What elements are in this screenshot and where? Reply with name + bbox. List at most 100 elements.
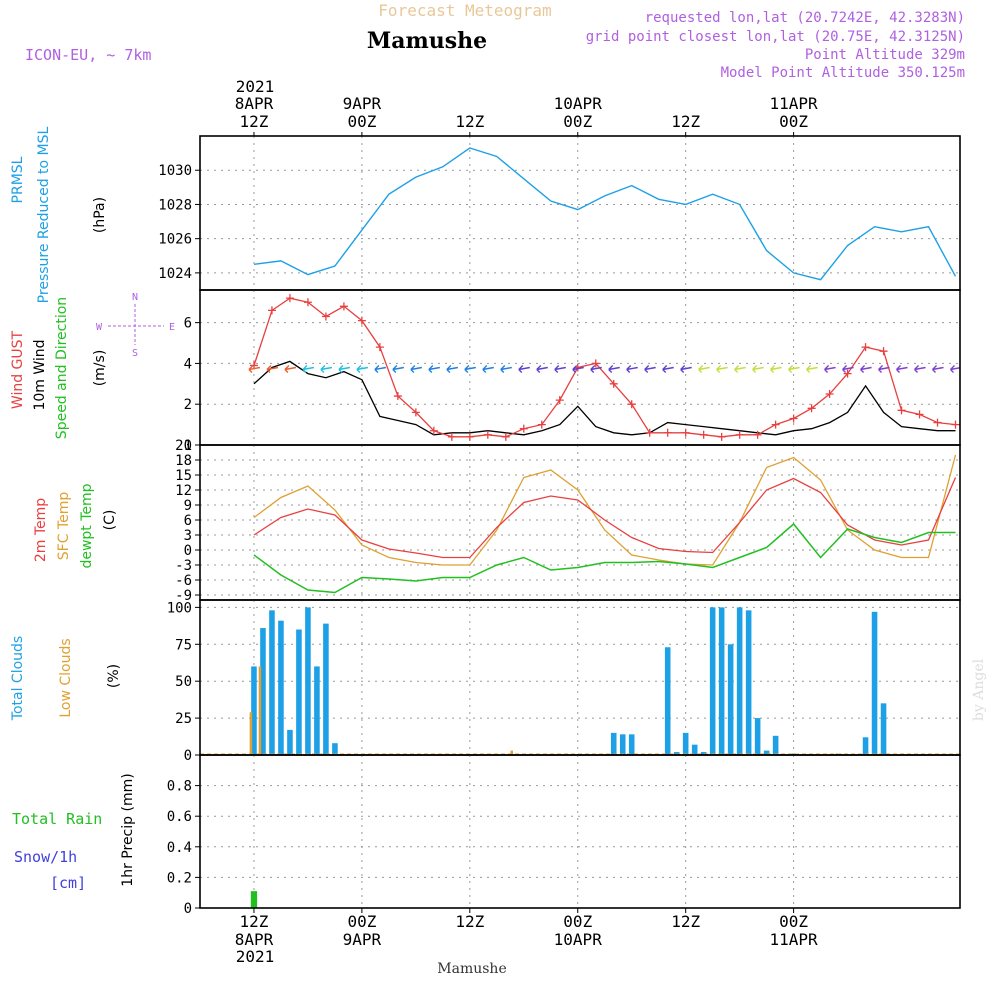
gust-marker (897, 406, 906, 415)
model-altitude: Model Point Altitude 350.125m (721, 65, 965, 81)
total-cloud-bar (772, 735, 779, 755)
wind-direction-arrow (428, 365, 440, 373)
gust-marker (771, 420, 780, 429)
total-clouds-title: Total Clouds (10, 636, 26, 721)
location-title: Mamushe (367, 28, 487, 54)
precip-axis-titles: Total Rain Snow/1h [cm] 1hr Precip (mm) (12, 773, 136, 892)
bottom-hour-label: 12Z (671, 912, 700, 931)
wind-direction-arrow (590, 365, 602, 373)
top-date-label: 9APR (343, 94, 382, 113)
total-cloud-bar (0, 618, 6, 755)
wind-ytick-label: 0 (184, 438, 192, 454)
wind-direction-arrow (698, 365, 710, 373)
pressure-ytick-label: 1028 (158, 197, 192, 213)
gust-marker (717, 432, 726, 441)
gust-marker (501, 432, 510, 441)
wind-direction-arrow (914, 365, 926, 373)
requested-coords: requested lon,lat (20.7242E, 42.3283N) (645, 10, 965, 26)
wind-direction-arrow (356, 365, 369, 373)
top-year-label: 2021 (236, 77, 275, 96)
time-axis-labels: 12Z8APR8APR12Z00Z9APR9APR00Z12Z12Z00Z10A… (235, 94, 818, 949)
bottom-hour-label: 00Z (779, 912, 808, 931)
wind-direction-arrow (392, 365, 404, 373)
bottom-date-label: 9APR (343, 930, 382, 949)
precip-unit: 1hr Precip (mm) (120, 773, 136, 886)
gust-marker (339, 302, 348, 311)
wind-direction-arrow (518, 365, 530, 373)
top-hour-label: 00Z (563, 112, 592, 131)
point-altitude: Point Altitude 329m (805, 47, 965, 63)
wind-direction-arrow (680, 365, 692, 373)
gust-marker (321, 312, 330, 321)
top-date-label: 8APR (235, 94, 274, 113)
wind-direction-arrow (410, 365, 422, 373)
snow-title: Snow/1h (14, 848, 77, 866)
total-cloud-bar (0, 734, 6, 755)
top-date-label: 11APR (770, 94, 819, 113)
temp-sfc-title: SFC Temp (56, 492, 72, 561)
footer-location: Mamushe (437, 961, 506, 977)
wind-direction-arrow (572, 365, 584, 373)
temperature-ytick-label: -6 (175, 573, 192, 589)
rain-bar (250, 891, 258, 908)
total-cloud-bar (664, 647, 671, 755)
wind-direction-arrow (338, 365, 351, 373)
precip-frame (199, 754, 961, 909)
gust-marker (267, 306, 276, 315)
clouds-ytick-label: 100 (167, 600, 192, 616)
total-cloud-bar (278, 620, 284, 755)
wind-direction-arrow (302, 365, 315, 373)
wind-direction-arrow (806, 365, 818, 373)
gust-marker (609, 379, 618, 388)
wind-direction-arrow (446, 365, 458, 373)
total-cloud-bar (862, 737, 869, 755)
wind-direction-arrow (788, 365, 800, 373)
compass-west-label: W (96, 322, 103, 333)
pressure-ytick-label: 1026 (158, 232, 192, 248)
top-hour-label: 12Z (240, 112, 269, 131)
total-cloud-bar (754, 718, 761, 755)
wind-direction-arrow (932, 365, 944, 373)
gust-marker (285, 294, 294, 303)
clouds-plot-area (0, 607, 960, 755)
gust-marker (843, 369, 852, 378)
wind-direction-arrow (626, 365, 638, 373)
total-cloud-bar (305, 607, 311, 755)
low-cloud-bar (249, 712, 253, 755)
total-cloud-bar (700, 752, 707, 755)
temperature-ytick-label: -3 (175, 558, 192, 574)
wind-direction-arrow (374, 365, 387, 373)
total-cloud-bar (0, 737, 6, 755)
total-cloud-bar (718, 607, 725, 755)
wind-ytick-label: 6 (184, 316, 192, 332)
temperature-ytick-label: -9 (175, 588, 192, 604)
pressure-title-1: PRMSL (10, 156, 26, 203)
gust-marker (753, 430, 762, 439)
gust-marker (861, 343, 870, 352)
wind-direction-arrow (860, 365, 872, 373)
temperature-ytick-label: 12 (175, 483, 192, 499)
wind-ytick-label: 4 (184, 356, 192, 372)
bottom-hour-label: 00Z (347, 912, 376, 931)
gust-marker (357, 316, 366, 325)
clouds-ytick-label: 50 (175, 674, 192, 690)
wind-direction-arrow (824, 365, 836, 373)
wind-10m-title: 10m Wind (32, 339, 48, 410)
gridpoint-coords: grid point closest lon,lat (20.75E, 42.3… (586, 29, 965, 45)
total-cloud-bar (296, 629, 302, 755)
gust-marker (591, 359, 600, 368)
wind-direction-arrow (248, 365, 261, 373)
temperature-ytick-label: 6 (184, 513, 192, 529)
temp-dewpt-title: dewpt Temp (79, 483, 95, 568)
temperature-ytick-label: 15 (175, 468, 192, 484)
wind-direction-arrow (752, 365, 764, 373)
precip-ytick-label: 0.6 (167, 809, 192, 825)
temperature-ytick-label: 9 (184, 498, 192, 514)
panel-precip: 0 0.2 0.4 0.6 0.8 (167, 754, 961, 917)
gust-marker (447, 432, 456, 441)
panel-wind: 0 2 4 6 (184, 289, 961, 454)
temperature-ytick-label: 21 (175, 438, 192, 454)
wind-direction-arrow (896, 365, 908, 373)
